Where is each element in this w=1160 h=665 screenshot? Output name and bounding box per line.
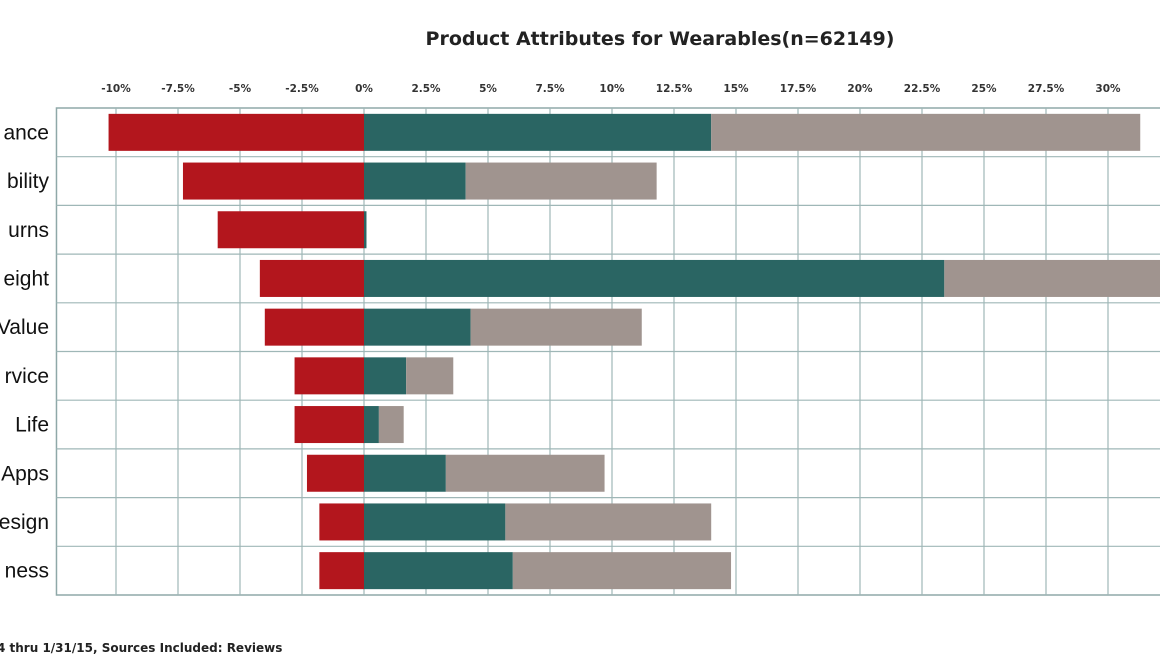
category-label: esign: [0, 511, 49, 534]
bar-neutral: [505, 503, 712, 541]
bar-positive: [364, 357, 407, 395]
category-label: Value: [0, 316, 49, 339]
bar-positive: [364, 211, 367, 249]
bar-neutral: [711, 113, 1141, 151]
x-tick-label: 0%: [355, 83, 373, 95]
bar-negative: [264, 308, 364, 346]
bars: [108, 113, 1160, 590]
bar-negative: [319, 503, 364, 541]
bar-positive: [364, 308, 471, 346]
x-tick-label: -7.5%: [161, 83, 195, 95]
x-tick-label: -5%: [229, 83, 252, 95]
x-tick-label: 7.5%: [535, 83, 565, 95]
x-tick-label: 25%: [971, 83, 997, 95]
bar-negative: [217, 211, 364, 249]
x-axis-ticks: -10% -7.5% -5% -2.5% 0% 2.5% 5% 7.5% 10% 12.5% 15%…: [101, 83, 1121, 95]
x-tick-label: 2.5%: [411, 83, 441, 95]
x-tick-label: 5%: [479, 83, 497, 95]
bar-positive: [364, 552, 513, 590]
bar-negative: [294, 357, 364, 395]
bar-positive: [364, 406, 379, 444]
bar-positive: [364, 113, 712, 151]
bar-negative: [306, 454, 364, 492]
x-tick-label: -10%: [101, 83, 131, 95]
bar-neutral: [470, 308, 642, 346]
x-tick-label: 10%: [599, 83, 625, 95]
bar-positive: [364, 503, 506, 541]
bar-negative: [182, 162, 364, 200]
bar-negative: [259, 259, 364, 297]
bar-negative: [108, 113, 364, 151]
x-tick-label: 15%: [723, 83, 749, 95]
bar-neutral: [465, 162, 657, 200]
x-tick-label: 22.5%: [904, 83, 941, 95]
category-label: bility: [7, 170, 50, 193]
bar-neutral: [512, 552, 732, 590]
bar-neutral: [406, 357, 454, 395]
bar-neutral: [944, 259, 1160, 297]
category-label: rvice: [5, 365, 49, 388]
category-label: eight: [3, 267, 49, 290]
bar-neutral: [378, 406, 404, 444]
category-label: ness: [5, 560, 49, 583]
grid: [55, 107, 1160, 596]
x-tick-label: 20%: [847, 83, 873, 95]
x-tick-label: 30%: [1095, 83, 1121, 95]
x-tick-label: 12.5%: [656, 83, 693, 95]
bar-positive: [364, 162, 466, 200]
chart-footer: 4 thru 1/31/15, Sources Included: Review…: [0, 641, 282, 655]
x-tick-label: 17.5%: [780, 83, 817, 95]
x-tick-label: -2.5%: [285, 83, 319, 95]
category-label: urns: [8, 219, 49, 242]
category-label: Apps: [1, 462, 49, 485]
category-label: ance: [3, 121, 49, 144]
bar-positive: [364, 454, 446, 492]
x-tick-label: 27.5%: [1028, 83, 1065, 95]
chart-title: Product Attributes for Wearables(n=62149…: [426, 28, 895, 50]
bar-positive: [364, 259, 945, 297]
bar-neutral: [445, 454, 605, 492]
category-labels: ance bility urns eight Value rvice Life Apps esi…: [0, 121, 49, 582]
bar-negative: [319, 552, 364, 590]
category-label: Life: [15, 414, 49, 437]
bar-negative: [294, 406, 364, 444]
